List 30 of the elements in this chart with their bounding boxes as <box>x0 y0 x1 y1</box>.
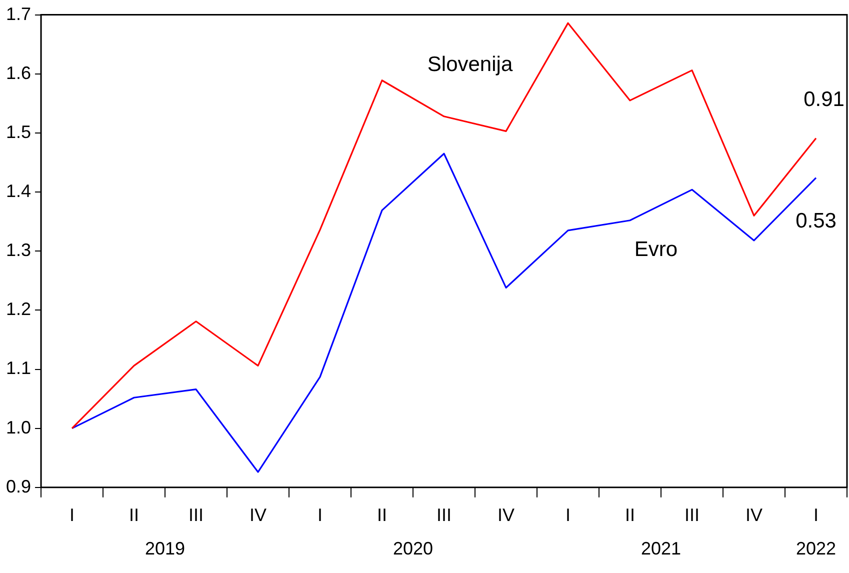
text: 2022 <box>796 538 836 558</box>
x-tick-label: I <box>70 505 75 526</box>
y-tick-label: 1.4 <box>6 180 32 201</box>
x-tick-label: III <box>188 505 204 526</box>
x-tick-label: III <box>684 505 700 526</box>
x-tick-label: IV <box>498 505 515 526</box>
text: 2019 <box>144 538 186 558</box>
y-tick-label: 1.5 <box>6 122 32 142</box>
y-tick-label: 1.3 <box>6 240 32 260</box>
y-tick-label: 1.1 <box>6 358 32 378</box>
y-tick-label: 0.9 <box>6 476 32 496</box>
x-tick-label: III <box>436 505 452 526</box>
y-tick-label: 1.0 <box>6 417 32 438</box>
x-tick-label: I <box>318 505 323 526</box>
x-tick-label: II <box>129 505 140 526</box>
x-tick-label: I <box>813 505 819 526</box>
annotation: 0.53 <box>796 210 836 233</box>
series-label: Slovenija <box>427 53 513 76</box>
x-tick-label: II <box>377 505 388 526</box>
y-tick-label: 1.2 <box>6 299 32 320</box>
annotation: 0.91 <box>804 88 844 112</box>
x-tick-label: IV <box>745 505 763 526</box>
x-tick-label: II <box>625 505 636 526</box>
y-tick-label: 1.6 <box>6 62 32 83</box>
y-tick-label: 1.7 <box>6 4 32 24</box>
x-tick-label: I <box>566 505 571 526</box>
text: 2020 <box>392 538 434 558</box>
x-tick-label: IV <box>250 505 267 526</box>
series-label: Evro <box>634 238 678 262</box>
text: 2021 <box>640 538 682 558</box>
